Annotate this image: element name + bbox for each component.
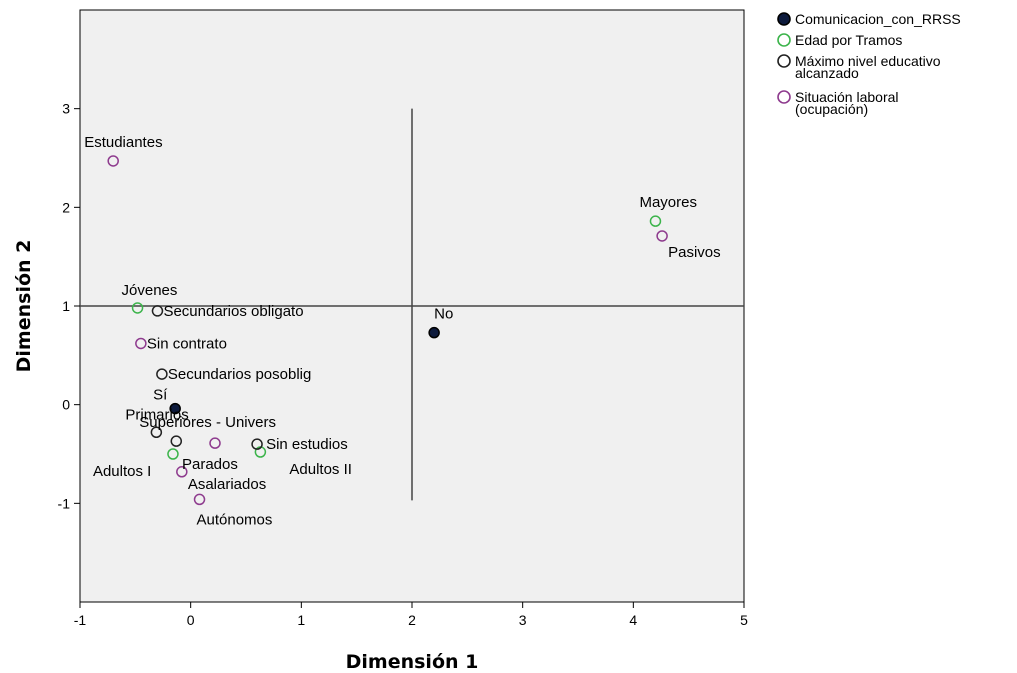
y-tick-label: 1: [62, 298, 70, 314]
data-point-label: Estudiantes: [84, 134, 162, 151]
data-point-label: Sin contrato: [147, 335, 227, 352]
legend-entry-line: Máximo nivel educativo: [795, 53, 941, 69]
data-point: [167, 448, 179, 460]
data-point: [150, 426, 163, 439]
x-tick-label: 1: [297, 612, 305, 628]
data-point: [649, 215, 662, 227]
data-point: [656, 230, 668, 242]
legend-entry-label: Edad por Tramos: [795, 32, 902, 48]
data-point-label: Adultos II: [289, 461, 352, 478]
legend-marker: [777, 33, 791, 47]
y-axis: -1 0 1 2 3: [58, 101, 80, 511]
x-tick-label: 4: [629, 612, 637, 628]
x-tick-label: 2: [408, 612, 416, 628]
data-point-label: Superiores - Univers: [139, 414, 276, 431]
data-point: [176, 466, 188, 478]
legend-entry-label: Situación laboral (ocupación): [795, 89, 899, 117]
x-tick-label: -1: [74, 612, 87, 628]
x-tick-label: 3: [519, 612, 527, 628]
data-point-label: Pasivos: [668, 244, 721, 261]
data-point-label: Secundarios obligato: [163, 303, 303, 320]
reference-lines: [80, 108, 744, 501]
data-point: [170, 435, 183, 447]
data-point-label: No: [434, 306, 453, 323]
legend-marker: [777, 90, 791, 104]
x-tick-label: 0: [187, 612, 195, 628]
legend-entry-line: Situación laboral: [795, 89, 899, 105]
y-axis-title: Dimensión 2: [13, 240, 35, 373]
data-point-label: Secundarios posoblig: [168, 366, 311, 383]
data-point-label: Sin estudios: [266, 436, 348, 453]
data-point: [107, 155, 119, 167]
y-tick-label: 3: [62, 101, 70, 117]
x-axis: -1 0 1 2 3 4 5: [74, 602, 748, 628]
data-point: [131, 302, 144, 314]
data-point: [193, 493, 206, 506]
legend-entry-line: alcanzado: [795, 65, 859, 81]
data-points: [107, 155, 668, 506]
data-point: [251, 438, 263, 450]
data-point: [135, 337, 147, 350]
data-point-label: Adultos I: [93, 463, 151, 480]
data-point-label: Jóvenes: [122, 282, 178, 299]
point-labels: No Sí Mayores Jóvenes Adultos I Adultos II Sec…: [84, 134, 720, 528]
data-point-label: Parados: [182, 456, 238, 473]
data-point-label: Primarios: [125, 406, 188, 423]
legend-marker: [777, 12, 791, 26]
legend-entry-line: (ocupación): [795, 101, 868, 117]
x-axis-title: Dimensión 1: [346, 651, 479, 673]
legend-marker: [777, 54, 791, 68]
legend-entry-label: Máximo nivel educativo alcanzado: [795, 53, 941, 81]
data-point-label: Sí: [153, 387, 168, 404]
data-point: [209, 437, 221, 449]
y-tick-label: 0: [62, 397, 70, 413]
data-point-label: Autónomos: [197, 511, 273, 528]
data-point: [156, 368, 168, 380]
legend-entry-label: Comunicacion_con_RRSS: [795, 11, 961, 27]
data-point-label: Asalariados: [188, 476, 266, 493]
x-tick-label: 5: [740, 612, 748, 628]
data-point: [428, 326, 440, 339]
y-tick-label: -1: [58, 495, 71, 511]
y-tick-label: 2: [62, 199, 70, 215]
data-point: [151, 305, 164, 317]
data-point: [169, 402, 181, 415]
data-point-label: Mayores: [639, 194, 697, 211]
legend: Comunicacion_con_RRSS Edad por Tramos Máxi…: [777, 11, 961, 117]
